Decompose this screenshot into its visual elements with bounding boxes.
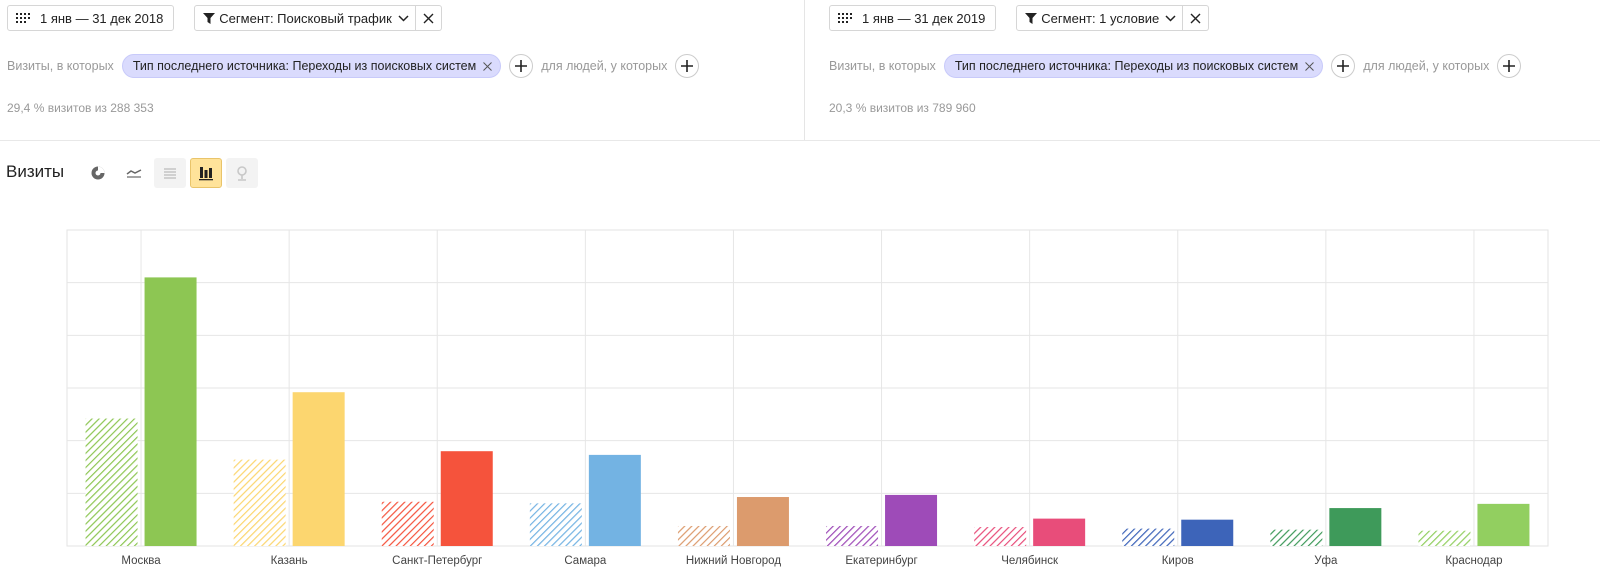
condition-chip-label: Тип последнего источника: Переходы из по… bbox=[954, 59, 1299, 73]
visits-share-stat: 20,3 % визитов из 789 960 bbox=[829, 101, 976, 115]
x-tick-label: Самара bbox=[564, 555, 607, 567]
bar-2019-1[interactable] bbox=[144, 277, 197, 546]
plus-icon bbox=[515, 60, 528, 72]
bar-chart: Москва Казань Санкт-Петербург Самара Нижний … bbox=[66, 229, 1549, 567]
calendar-grid-icon bbox=[838, 13, 852, 23]
x-tick-label: Москва bbox=[121, 555, 161, 567]
add-people-condition-button[interactable] bbox=[1497, 54, 1522, 78]
chart-grid bbox=[66, 229, 1549, 547]
bar-2018-3[interactable] bbox=[381, 501, 434, 546]
bar-2019-5[interactable] bbox=[736, 497, 789, 546]
bar-2018-7[interactable] bbox=[974, 527, 1027, 546]
x-tick-label: Нижний Новгород bbox=[686, 555, 782, 567]
bar-2019-10[interactable] bbox=[1477, 503, 1530, 546]
pie-chart-button[interactable] bbox=[82, 158, 114, 188]
bar-chart-icon bbox=[199, 167, 213, 181]
bar-2019-4[interactable] bbox=[588, 454, 641, 546]
close-icon bbox=[1190, 13, 1201, 23]
bar-2019-2[interactable] bbox=[292, 392, 345, 546]
chart-title: Визиты bbox=[6, 162, 65, 181]
date-range-button[interactable]: 1 янв — 31 дек 2019 bbox=[829, 5, 997, 31]
clear-segment-button[interactable] bbox=[415, 5, 442, 31]
line-chart-button[interactable] bbox=[118, 158, 150, 188]
segment-label: Сегмент: Поисковый трафик bbox=[219, 10, 392, 26]
condition-prefix: Визиты, в которых bbox=[7, 59, 114, 73]
date-range-label: 1 янв — 31 дек 2018 bbox=[40, 10, 164, 26]
x-tick-label: Уфа bbox=[1314, 555, 1338, 567]
date-range-button[interactable]: 1 янв — 31 дек 2018 bbox=[7, 5, 175, 31]
bar-2018-4[interactable] bbox=[529, 503, 582, 546]
panel-divider bbox=[0, 140, 1600, 141]
chart-bars bbox=[85, 277, 1530, 546]
add-condition-button[interactable] bbox=[509, 54, 534, 78]
condition-chip[interactable]: Тип последнего источника: Переходы из по… bbox=[121, 54, 502, 78]
x-tick-label: Киров bbox=[1162, 555, 1194, 567]
bar-2018-1[interactable] bbox=[85, 418, 138, 546]
date-range-label: 1 янв — 31 дек 2019 bbox=[862, 10, 986, 26]
bar-2018-10[interactable] bbox=[1418, 530, 1471, 546]
condition-chip[interactable]: Тип последнего источника: Переходы из по… bbox=[943, 54, 1324, 78]
area-chart-button[interactable] bbox=[154, 158, 186, 188]
chevron-down-icon bbox=[398, 14, 409, 22]
right-segment-panel: 1 янв — 31 дек 2019 Сегмент: 1 условие В… bbox=[805, 0, 1600, 140]
people-condition-label: для людей, у которых bbox=[541, 59, 668, 73]
map-button[interactable] bbox=[226, 158, 258, 188]
x-tick-label: Санкт-Петербург bbox=[392, 555, 482, 567]
chevron-down-icon bbox=[1165, 14, 1176, 22]
add-condition-button[interactable] bbox=[1331, 54, 1356, 78]
chart-type-switcher bbox=[82, 158, 262, 188]
plus-icon bbox=[1337, 60, 1350, 72]
bar-2019-3[interactable] bbox=[440, 451, 493, 546]
close-icon[interactable] bbox=[483, 61, 493, 71]
segment-button[interactable]: Сегмент: 1 условие bbox=[1016, 5, 1184, 31]
bar-2019-8[interactable] bbox=[1181, 519, 1234, 546]
x-tick-label: Челябинск bbox=[1001, 555, 1059, 567]
pie-chart-icon bbox=[91, 166, 105, 180]
bar-2018-6[interactable] bbox=[826, 525, 879, 546]
line-chart-icon bbox=[126, 169, 142, 178]
bar-2018-5[interactable] bbox=[677, 525, 730, 546]
segment-button[interactable]: Сегмент: Поисковый трафик bbox=[194, 5, 416, 31]
add-people-condition-button[interactable] bbox=[675, 54, 700, 78]
bar-2018-8[interactable] bbox=[1122, 528, 1175, 546]
close-icon bbox=[423, 13, 434, 23]
bar-2019-6[interactable] bbox=[885, 494, 938, 546]
bar-2018-9[interactable] bbox=[1270, 529, 1323, 546]
clear-segment-button[interactable] bbox=[1183, 5, 1210, 31]
condition-line: Визиты, в которых Тип последнего источни… bbox=[7, 54, 707, 78]
segment-selector: Сегмент: Поисковый трафик bbox=[194, 5, 442, 31]
people-condition-label: для людей, у которых bbox=[1363, 59, 1490, 73]
segment-selector: Сегмент: 1 условие bbox=[1016, 5, 1210, 31]
close-icon[interactable] bbox=[1305, 61, 1315, 71]
plus-icon bbox=[681, 60, 694, 72]
chart-x-labels: Москва Казань Санкт-Петербург Самара Нижний … bbox=[121, 555, 1502, 567]
x-tick-label: Казань bbox=[271, 555, 308, 567]
calendar-grid-icon bbox=[16, 13, 30, 23]
funnel-icon bbox=[203, 12, 216, 24]
bar-2018-2[interactable] bbox=[233, 459, 286, 546]
bar-2019-9[interactable] bbox=[1329, 508, 1382, 546]
condition-line: Визиты, в которых Тип последнего источни… bbox=[829, 54, 1529, 78]
x-tick-label: Краснодар bbox=[1445, 555, 1502, 567]
visits-share-stat: 29,4 % визитов из 288 353 bbox=[7, 101, 154, 115]
bar-chart-button[interactable] bbox=[190, 158, 222, 188]
x-tick-label: Екатеринбург bbox=[845, 555, 917, 567]
area-chart-icon bbox=[164, 168, 176, 179]
condition-chip-label: Тип последнего источника: Переходы из по… bbox=[132, 59, 477, 73]
segment-label: Сегмент: 1 условие bbox=[1041, 10, 1160, 26]
funnel-icon bbox=[1025, 12, 1038, 24]
condition-prefix: Визиты, в которых bbox=[829, 59, 936, 73]
left-segment-panel: 1 янв — 31 дек 2018 Сегмент: Поисковый т… bbox=[0, 0, 805, 140]
plus-icon bbox=[1503, 60, 1516, 72]
bar-2019-7[interactable] bbox=[1033, 518, 1086, 546]
map-pin-icon bbox=[237, 166, 247, 181]
